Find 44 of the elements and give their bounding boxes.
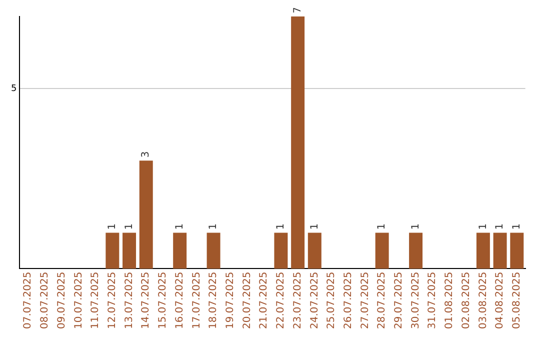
x-tick-label: 12.07.2025 <box>107 272 118 330</box>
data-label: 1 <box>276 223 287 230</box>
x-tick-label: 02.08.2025 <box>460 272 472 330</box>
x-tick-label: 20.07.2025 <box>242 272 253 330</box>
data-label: 1 <box>174 223 186 230</box>
x-tick-label: 01.08.2025 <box>444 272 456 330</box>
x-tick-label: 19.07.2025 <box>224 272 236 330</box>
data-label: 1 <box>208 223 220 230</box>
x-tick-label: 21.07.2025 <box>258 272 270 330</box>
x-tick-label: 30.07.2025 <box>410 272 422 330</box>
x-tick-label: 16.07.2025 <box>174 272 186 330</box>
x-tick-label: 08.07.2025 <box>40 272 51 330</box>
x-tick-label: 11.07.2025 <box>90 272 102 330</box>
data-label: 1 <box>309 223 320 230</box>
x-tick-label: 07.07.2025 <box>22 272 34 330</box>
x-tick-label: 14.07.2025 <box>140 272 152 330</box>
y-tick-label: 5 <box>10 84 17 94</box>
x-tick-label: 09.07.2025 <box>56 272 68 330</box>
data-label: 1 <box>376 223 388 230</box>
data-label: 7 <box>292 7 304 14</box>
x-tick-label: 05.08.2025 <box>511 272 522 330</box>
x-tick-label: 27.07.2025 <box>360 272 371 330</box>
x-tick-label: 03.08.2025 <box>478 272 489 330</box>
x-tick-label: 13.07.2025 <box>124 272 135 330</box>
x-tick-label: 29.07.2025 <box>394 272 405 330</box>
x-tick-label: 22.07.2025 <box>276 272 287 330</box>
data-label: 1 <box>410 223 422 230</box>
x-tick-label: 10.07.2025 <box>73 272 84 330</box>
data-label: 1 <box>511 223 522 230</box>
data-label: 3 <box>140 151 152 158</box>
data-label: 1 <box>107 223 118 230</box>
x-tick-label: 25.07.2025 <box>326 272 338 330</box>
data-label: 1 <box>478 223 489 230</box>
x-tick-label: 15.07.2025 <box>158 272 169 330</box>
x-tick-label: 17.07.2025 <box>191 272 202 330</box>
x-tick-label: 23.07.2025 <box>292 272 304 330</box>
x-tick-label: 26.07.2025 <box>342 272 354 330</box>
data-label: 1 <box>124 223 135 230</box>
x-tick-label: 31.07.2025 <box>427 272 438 330</box>
data-label: 1 <box>494 223 506 230</box>
x-tick-label: 18.07.2025 <box>208 272 220 330</box>
x-tick-label: 24.07.2025 <box>309 272 320 330</box>
x-tick-label: 28.07.2025 <box>376 272 388 330</box>
x-tick-label: 04.08.2025 <box>494 272 506 330</box>
